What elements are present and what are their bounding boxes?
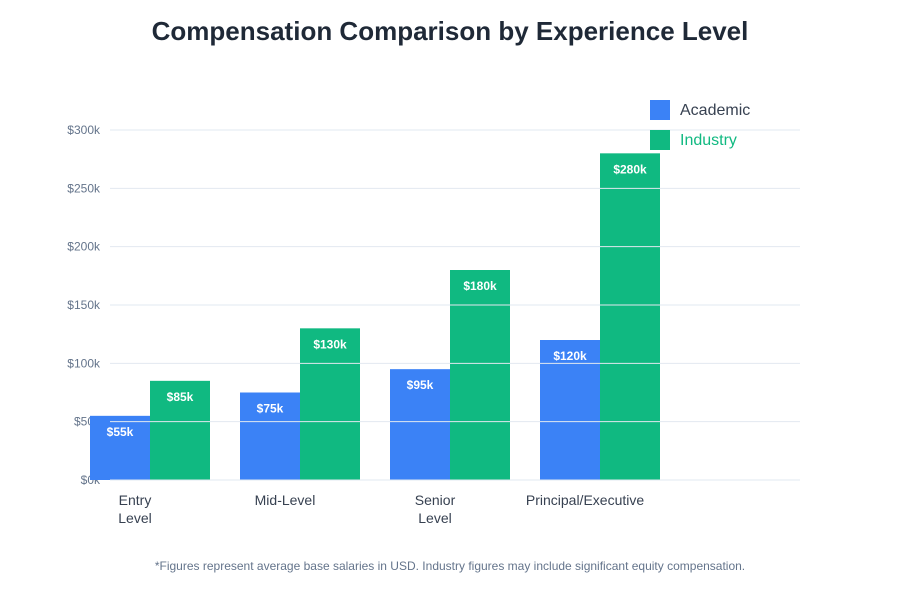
y-axis: $0k$50k$100k$150k$200k$250k$300k <box>67 123 101 487</box>
data-label: $55k <box>107 425 134 439</box>
bar-industry <box>600 153 660 481</box>
data-label: $130k <box>313 337 347 351</box>
bar-industry <box>300 328 360 480</box>
category-label: Level <box>118 510 151 526</box>
data-label: $120k <box>553 349 587 363</box>
bar-industry <box>450 270 510 480</box>
y-tick-label: $150k <box>67 298 101 312</box>
legend-label-industry: Industry <box>680 132 737 149</box>
category-label: Principal/Executive <box>526 492 644 508</box>
data-label: $280k <box>613 162 647 176</box>
data-label: $75k <box>257 402 284 416</box>
category-label: Level <box>418 510 451 526</box>
chart-title: Compensation Comparison by Experience Le… <box>152 16 749 46</box>
footnote: *Figures represent average base salaries… <box>155 559 745 573</box>
category-label: Entry <box>119 492 152 508</box>
category-label: Senior <box>415 492 456 508</box>
legend-swatch-industry <box>650 130 670 150</box>
bar-academic <box>90 415 150 480</box>
data-labels: $55k $85k $75k $130k $95k $180k $120k $280k <box>107 162 647 439</box>
data-label: $85k <box>167 390 194 404</box>
bar-academic <box>240 392 300 480</box>
data-label: $95k <box>407 378 434 392</box>
legend: Academic Industry <box>650 100 750 150</box>
category-label: Mid-Level <box>255 492 316 508</box>
y-tick-label: $200k <box>67 240 101 254</box>
x-axis: Entry Level Mid-Level Senior Level Principal/… <box>118 492 644 526</box>
gridlines <box>110 129 800 481</box>
legend-label-academic: Academic <box>680 102 750 119</box>
bars <box>90 153 660 481</box>
y-tick-label: $250k <box>67 181 101 195</box>
legend-swatch-academic <box>650 100 670 120</box>
y-tick-label: $100k <box>67 356 101 370</box>
y-tick-label: $300k <box>67 123 101 137</box>
bar-industry <box>150 380 210 480</box>
bar-academic <box>390 369 450 480</box>
data-label: $180k <box>463 279 497 293</box>
